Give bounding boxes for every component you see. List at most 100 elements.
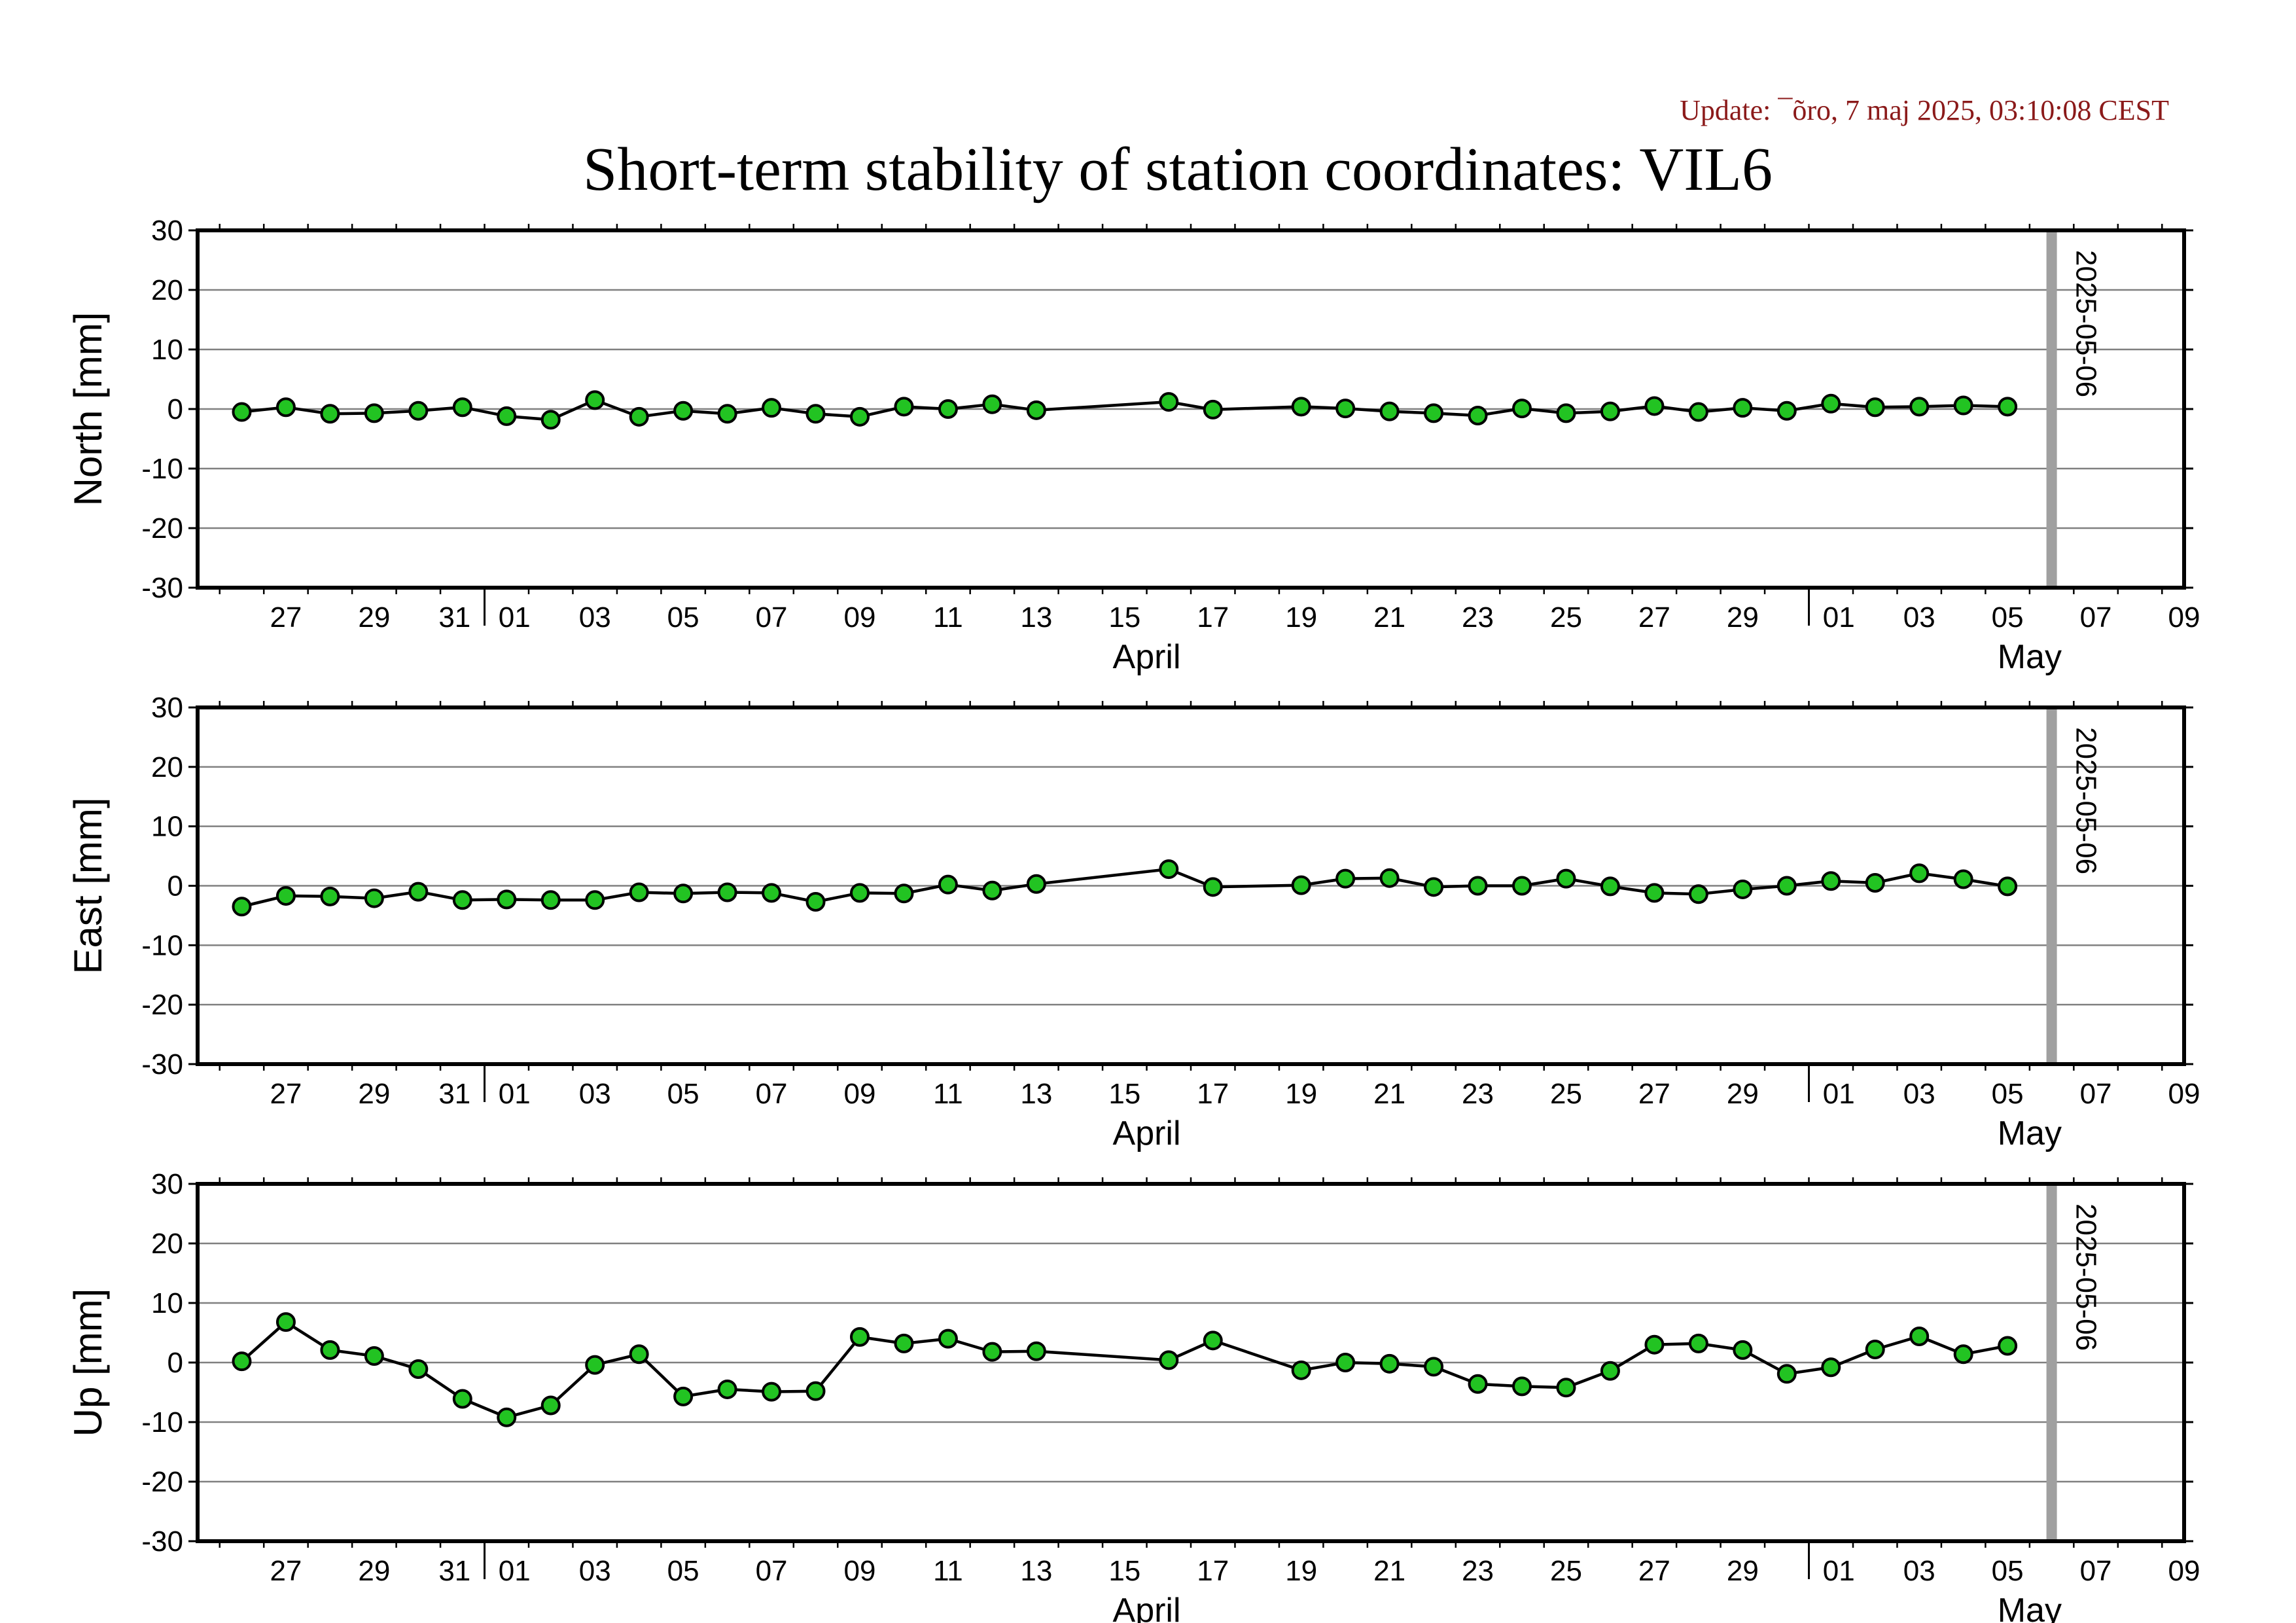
data-point	[673, 883, 694, 904]
x-tick-label: 01	[1823, 1555, 1855, 1587]
x-tick-label: 27	[1638, 601, 1670, 633]
y-axis-label: Up [mm]	[66, 1289, 110, 1437]
data-point	[275, 1312, 296, 1332]
x-tick-label: 17	[1197, 1555, 1229, 1587]
x-tick-label: 29	[1727, 601, 1759, 633]
data-point	[673, 401, 694, 421]
x-tick-label: 19	[1285, 1078, 1317, 1110]
data-point	[850, 883, 870, 903]
data-point	[1159, 1350, 1179, 1370]
data-point	[1998, 876, 2018, 897]
y-tick-label: -30	[141, 1525, 183, 1558]
x-tick-label: 01	[499, 601, 531, 633]
x-tick-label: 21	[1373, 1078, 1405, 1110]
data-point	[1026, 874, 1046, 894]
data-point	[1733, 1340, 1753, 1360]
x-tick-label: 07	[756, 1555, 788, 1587]
data-point	[452, 1389, 472, 1409]
data-point	[275, 885, 296, 906]
month-label: May	[1998, 1115, 2062, 1152]
data-point	[1335, 1353, 1356, 1372]
x-tick-label: 21	[1373, 1555, 1405, 1587]
x-tick-label: 15	[1108, 1078, 1140, 1110]
data-point	[894, 397, 914, 417]
x-tick-label: 03	[1903, 601, 1935, 633]
data-point	[1424, 877, 1444, 897]
x-tick-label: 29	[1727, 1078, 1759, 1110]
data-point	[982, 1342, 1002, 1362]
month-label: April	[1113, 638, 1181, 676]
month-label: May	[1998, 638, 2062, 676]
plot-frame	[196, 1182, 2186, 1543]
x-tick-label: 01	[499, 1555, 531, 1587]
data-point	[1821, 1357, 1841, 1378]
data-point	[1688, 1333, 1708, 1353]
data-point	[408, 401, 429, 421]
data-point	[1865, 872, 1885, 893]
x-tick-label: 03	[1903, 1078, 1935, 1110]
data-point	[1909, 397, 1930, 417]
y-tick-label: -10	[141, 453, 183, 485]
x-tick-label: 19	[1285, 601, 1317, 633]
data-point	[938, 399, 958, 419]
x-tick-label: 05	[667, 1078, 699, 1110]
x-tick-label: 27	[270, 1555, 302, 1587]
x-tick-label: 09	[844, 601, 876, 633]
y-tick-label: -20	[141, 1466, 183, 1498]
y-tick-label: -20	[141, 512, 183, 544]
series-line	[241, 1320, 2008, 1419]
x-tick-label: 03	[579, 1555, 611, 1587]
x-tick-label: 11	[933, 1078, 963, 1110]
x-tick-label: 17	[1197, 1078, 1229, 1110]
data-point	[1556, 1378, 1576, 1398]
month-label: April	[1113, 1115, 1181, 1152]
data-point	[497, 406, 517, 426]
data-point	[320, 1340, 340, 1360]
data-point	[982, 880, 1002, 901]
data-point	[364, 403, 384, 423]
data-point	[408, 1359, 429, 1380]
data-point	[452, 397, 472, 418]
data-point	[1998, 397, 2018, 417]
data-point	[629, 1344, 649, 1364]
date-marker-line	[2046, 1184, 2057, 1541]
data-point	[540, 1395, 561, 1416]
data-point	[1468, 876, 1488, 896]
y-tick-label: 0	[168, 393, 183, 425]
data-point	[1291, 1360, 1311, 1380]
data-point	[232, 402, 252, 422]
data-point	[364, 1346, 384, 1366]
y-tick-label: -30	[141, 1048, 183, 1080]
x-tick-label: 01	[1823, 601, 1855, 633]
data-point	[1159, 392, 1179, 412]
x-tick-label: 07	[2080, 601, 2112, 633]
data-point	[1733, 398, 1753, 418]
x-tick-label: 05	[667, 1555, 699, 1587]
x-tick-label: 09	[844, 1078, 876, 1110]
x-tick-label: 19	[1285, 1555, 1317, 1587]
data-point	[1909, 863, 1930, 883]
data-point	[232, 897, 252, 917]
x-tick-label: 29	[1727, 1555, 1759, 1587]
x-tick-label: 17	[1197, 601, 1229, 633]
data-point	[497, 889, 517, 910]
data-point	[1953, 869, 1973, 889]
y-axis-label: East [mm]	[66, 797, 110, 974]
data-point	[629, 406, 649, 427]
x-tick-label: 03	[579, 1078, 611, 1110]
data-point	[673, 1386, 694, 1406]
data-point	[1953, 395, 1973, 416]
x-tick-label: 15	[1108, 601, 1140, 633]
data-point	[1556, 403, 1576, 423]
y-tick-label: -10	[141, 929, 183, 961]
x-tick-label: 13	[1020, 601, 1052, 633]
x-tick-label: 21	[1373, 601, 1405, 633]
data-point	[938, 1329, 958, 1349]
data-point	[1512, 1376, 1532, 1397]
x-tick-label: 27	[1638, 1078, 1670, 1110]
y-tick-label: 30	[151, 215, 183, 247]
data-point	[805, 892, 826, 912]
x-tick-label: 23	[1462, 1555, 1494, 1587]
x-tick-label: 09	[2168, 1555, 2200, 1587]
